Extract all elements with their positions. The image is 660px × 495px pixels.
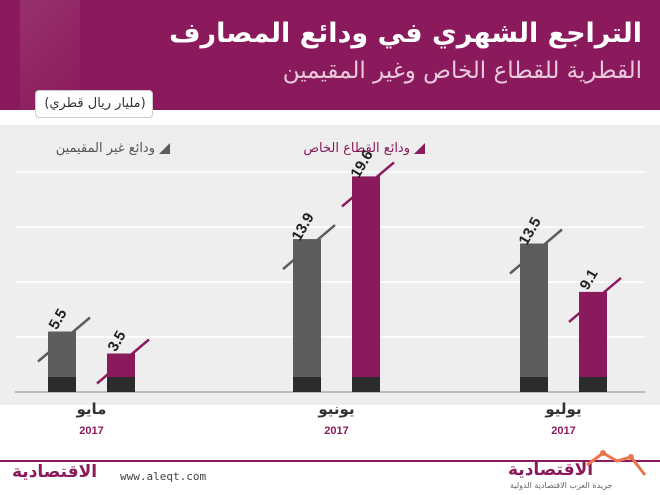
legend-swatch-nonresident xyxy=(159,143,170,154)
footer-logo-left: الاقتصادية xyxy=(12,462,98,482)
value-callout-line xyxy=(509,228,563,275)
category-label: يوليو xyxy=(544,400,581,418)
bar-base-band xyxy=(293,377,321,392)
bar-base-band xyxy=(48,377,76,392)
data-label: 3.5 xyxy=(105,328,130,355)
footer-logo-tagline: جريدة العرب الاقتصادية الدولية xyxy=(510,481,613,490)
bar-base-band xyxy=(579,377,607,392)
value-callout-line xyxy=(282,224,336,271)
value-callout-line xyxy=(96,338,150,385)
footer-website: www.aleqt.com xyxy=(120,470,207,483)
bar-private xyxy=(579,291,607,392)
legend-label-private: ودائع القطاع الخاص xyxy=(303,141,410,156)
bar-base-band xyxy=(107,377,135,392)
data-label: 19.6 xyxy=(347,147,376,181)
data-label: 5.5 xyxy=(46,306,71,333)
bar-nonresident xyxy=(293,239,321,392)
category-label: يونيو xyxy=(317,400,354,418)
data-label: 9.1 xyxy=(577,266,602,293)
bar-base-band xyxy=(520,377,548,392)
legend-swatch-private xyxy=(414,143,425,154)
value-callout-line xyxy=(341,161,395,208)
footer-divider xyxy=(0,460,660,462)
chart-title: التراجع الشهري في ودائع المصارف xyxy=(169,18,642,49)
legend-item-nonresident: ودائع غير المقيمين xyxy=(56,141,170,156)
year-label: 2017 xyxy=(324,425,348,437)
value-callout-line xyxy=(568,276,622,323)
trend-line-icon xyxy=(586,450,647,476)
bar-private xyxy=(352,176,380,392)
legend-item-private: ودائع القطاع الخاص xyxy=(303,141,425,156)
bar-nonresident xyxy=(520,243,548,392)
legend-label-nonresident: ودائع غير المقيمين xyxy=(55,141,155,156)
year-label: 2017 xyxy=(79,425,103,437)
chart-subtitle: القطرية للقطاع الخاص وغير المقيمين xyxy=(282,58,642,84)
year-label: 2017 xyxy=(551,425,575,437)
footer-logo-right: الاقتصادية xyxy=(508,460,594,480)
unit-label: (مليار ريال قطري) xyxy=(44,96,146,111)
bar-base-band xyxy=(352,377,380,392)
unit-label-box: (مليار ريال قطري) xyxy=(35,90,153,118)
value-callout-line xyxy=(37,316,91,363)
data-label: 13.5 xyxy=(515,214,544,248)
category-label: مايو xyxy=(76,400,107,418)
